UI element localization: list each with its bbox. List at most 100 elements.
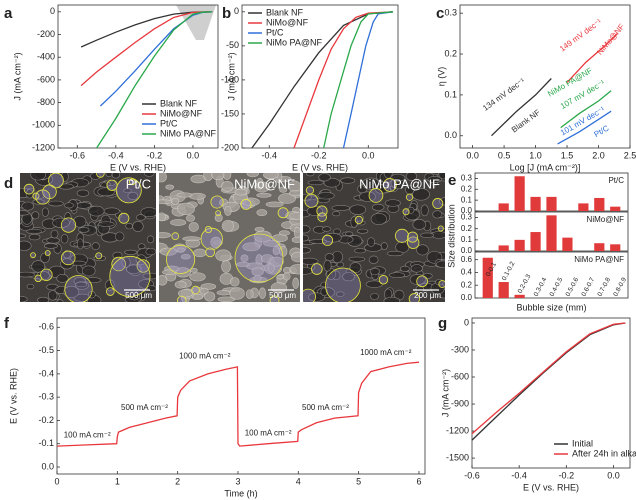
texture [203, 173, 213, 182]
y-tick-label: 0.2 [461, 280, 473, 289]
texture [30, 173, 46, 181]
texture [214, 213, 223, 222]
data-line [342, 11, 394, 149]
texture [265, 201, 284, 208]
x-tick-label: 0.0 [362, 150, 375, 160]
y-tick-label: 0.4 [461, 268, 473, 277]
panel-name: NiMo@NF [587, 215, 625, 224]
texture [182, 236, 201, 242]
data-line [471, 322, 626, 435]
texture [221, 219, 235, 232]
bar [530, 232, 541, 251]
micrograph [20, 173, 156, 302]
bubble [136, 259, 150, 273]
plot-frame [474, 251, 629, 299]
texture [224, 205, 232, 216]
bar [498, 245, 509, 251]
y-tick-label: 0.6 [461, 255, 473, 264]
x-tick-label: 0.6-0.7 [580, 276, 596, 297]
y-tick-label: -100 [221, 74, 239, 84]
texture [46, 237, 60, 244]
texture [123, 188, 132, 193]
texture [142, 272, 156, 280]
texture [435, 260, 445, 268]
texture [438, 173, 445, 180]
y-tick-label: 0 [234, 6, 239, 16]
bubble [305, 186, 315, 195]
texture [136, 214, 146, 221]
texture [103, 207, 120, 215]
x-tick-label: 0.7-0.8 [596, 276, 612, 297]
y-axis-label: J (mA cm⁻²) [440, 369, 450, 417]
plot-frame [56, 317, 426, 475]
image-caption: NiMo@NF [234, 176, 295, 191]
texture [324, 253, 335, 262]
y-tick-label: 0 [464, 317, 469, 327]
texture [81, 265, 96, 277]
texture [278, 230, 290, 236]
texture [20, 240, 32, 251]
bubble [129, 178, 136, 186]
data-line [80, 11, 213, 48]
x-axis-label: Time (h) [224, 488, 257, 498]
micrograph [159, 173, 300, 302]
annotation: 100 mA cm⁻² [245, 428, 292, 437]
texture [176, 192, 193, 198]
texture [91, 242, 100, 251]
x-axis-label: E (V vs. RHE) [292, 162, 348, 172]
texture [177, 289, 194, 298]
texture [256, 209, 268, 217]
texture [405, 173, 418, 181]
y-tick-label: -1200 [446, 425, 469, 435]
bubble [115, 177, 142, 204]
texture [289, 264, 300, 275]
annotation: 134 mV dec⁻¹ [481, 76, 527, 113]
texture [410, 264, 423, 273]
texture [246, 173, 259, 178]
x-tick-label: -0.4 [511, 470, 527, 480]
legend-label: Initial [572, 438, 593, 448]
x-tick-label: 0.1-0.2 [501, 260, 517, 281]
y-tick-label: 0.0 [461, 246, 473, 255]
y-tick-label: -200 [221, 142, 239, 152]
legend-label: NiMo PA@NF [266, 37, 322, 47]
texture [427, 176, 442, 183]
texture [20, 271, 36, 278]
texture [185, 214, 195, 222]
texture [234, 188, 248, 196]
texture [412, 188, 430, 201]
x-tick-label: 3 [235, 476, 240, 486]
panel-label: e [448, 172, 456, 189]
texture [342, 272, 355, 282]
y-tick-label: -900 [451, 398, 469, 408]
texture [64, 202, 74, 209]
texture [31, 260, 46, 273]
texture [28, 233, 41, 241]
texture [256, 192, 272, 198]
texture [269, 256, 284, 267]
texture [140, 207, 156, 218]
bubble [48, 173, 64, 189]
bubble [44, 250, 51, 256]
bubble [106, 179, 118, 191]
bubble [438, 280, 445, 288]
y-axis-label: J (mA cm⁻²) [12, 52, 22, 100]
annotation: 1000 mA cm⁻² [179, 352, 231, 361]
annotation: Pt/C [592, 123, 610, 139]
texture [146, 235, 155, 244]
x-tick-label: -0.6 [464, 470, 480, 480]
texture [76, 238, 84, 250]
texture [97, 221, 115, 227]
bubble [311, 263, 323, 275]
texture [303, 224, 311, 234]
x-tick-label: 5 [356, 476, 361, 486]
scale-bar-label: 500 μm [269, 291, 296, 300]
panel-label: g [438, 315, 447, 332]
panel-label: b [222, 5, 231, 22]
x-tick-label: 0.2-0.3 [517, 273, 533, 294]
texture [335, 291, 345, 297]
bubble [354, 215, 364, 225]
bubble [35, 189, 51, 205]
x-tick-label: 1 [115, 476, 120, 486]
